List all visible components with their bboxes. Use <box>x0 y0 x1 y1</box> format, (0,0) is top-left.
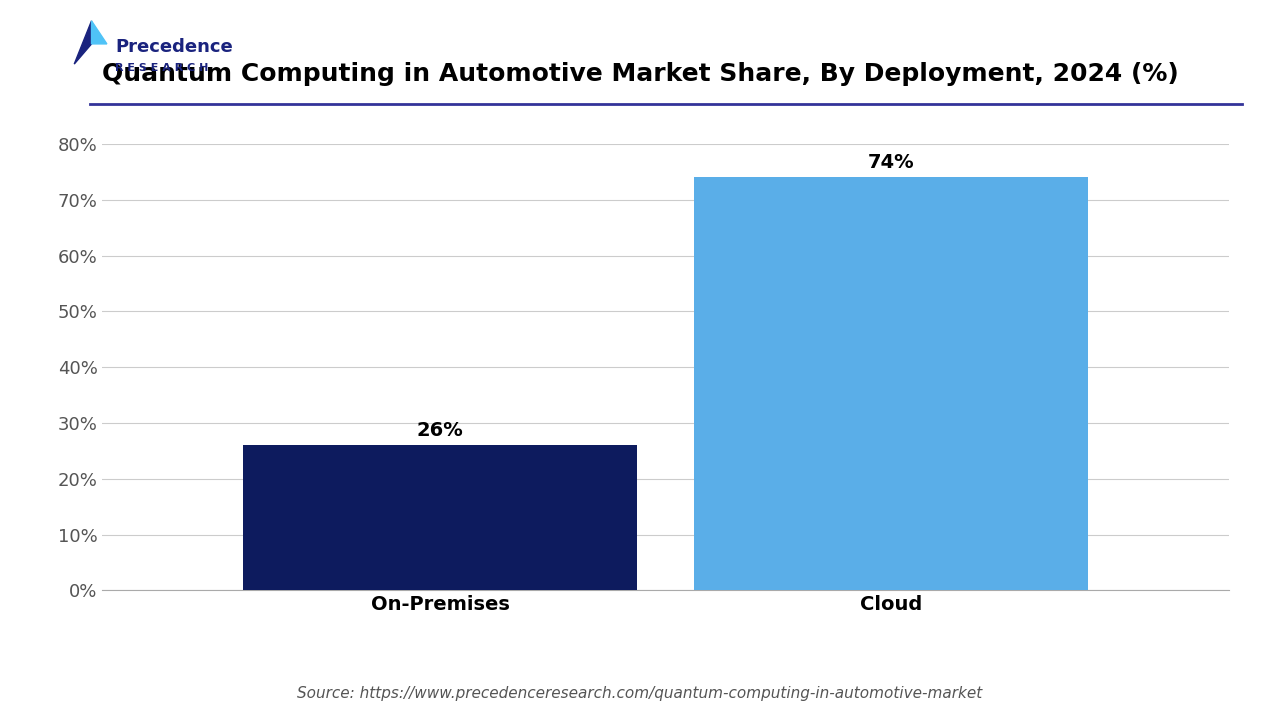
Text: Precedence: Precedence <box>115 37 233 55</box>
Bar <box>694 177 1088 590</box>
Text: 74%: 74% <box>868 153 914 172</box>
Polygon shape <box>74 21 92 64</box>
Text: Quantum Computing in Automotive Market Share, By Deployment, 2024 (%): Quantum Computing in Automotive Market S… <box>101 63 1179 86</box>
Text: Source: https://www.precedenceresearch.com/quantum-computing-in-automotive-marke: Source: https://www.precedenceresearch.c… <box>297 686 983 701</box>
Text: R E S E A R C H: R E S E A R C H <box>115 63 209 73</box>
Polygon shape <box>92 21 106 44</box>
Bar <box>243 445 637 590</box>
Text: 26%: 26% <box>417 420 463 440</box>
